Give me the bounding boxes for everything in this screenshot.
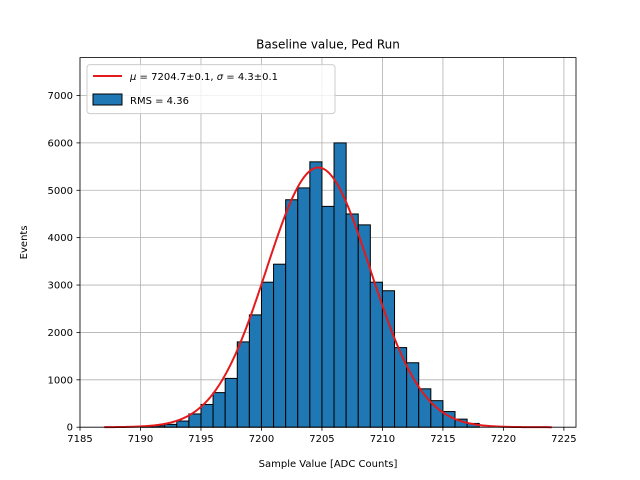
histogram-bar	[333, 142, 347, 428]
histogram-bar	[357, 224, 371, 428]
histogram-bar	[345, 213, 359, 428]
chart-title: Baseline value, Ped Run	[256, 38, 400, 52]
legend-hist-label: RMS = 4.36	[130, 96, 189, 107]
x-tick-label: 7195	[188, 434, 213, 445]
histogram-bar	[394, 347, 408, 428]
y-tick-label: 7000	[48, 91, 73, 102]
y-axis-label: Events	[19, 225, 30, 259]
x-tick-label: 7185	[67, 434, 92, 445]
histogram-bar	[224, 377, 238, 428]
legend-sigma-value: 4.3±0.1	[238, 72, 278, 83]
legend-hist-swatch	[92, 93, 123, 106]
x-tick-label: 7215	[430, 434, 455, 445]
histogram-bar	[164, 423, 178, 428]
histogram-bar	[236, 341, 250, 428]
y-tick-label: 6000	[48, 138, 73, 149]
histogram-bar	[321, 205, 335, 428]
histogram-bar	[212, 392, 226, 428]
histogram-bar	[188, 413, 202, 428]
y-tick-label: 5000	[48, 186, 73, 197]
histogram-bar	[260, 281, 275, 428]
x-axis-label: Sample Value [ADC Counts]	[259, 459, 398, 470]
histogram-bar	[297, 187, 311, 428]
histogram-bar	[285, 199, 299, 428]
x-tick-label: 7205	[309, 434, 334, 445]
legend: μ = 7204.7±0.1, σ = 4.3±0.1 RMS = 4.36	[86, 64, 336, 115]
x-tick-label: 7225	[551, 434, 576, 445]
y-tick-label: 3000	[48, 281, 73, 292]
plot-frame	[79, 57, 577, 428]
y-tick-label: 2000	[48, 328, 73, 339]
legend-fit-label: μ = 7204.7±0.1, σ = 4.3±0.1	[129, 72, 278, 83]
x-tick-label: 7210	[370, 434, 395, 445]
histogram-bar	[200, 403, 214, 428]
x-tick-label: 7220	[491, 434, 516, 445]
y-tick-label: 1000	[48, 375, 73, 386]
histogram-bar	[248, 314, 262, 428]
y-tick-label: 4000	[48, 233, 73, 244]
histogram-bar	[406, 362, 420, 428]
histogram-bar	[176, 420, 190, 428]
histogram-bar	[369, 281, 383, 428]
histogram-bar	[309, 161, 323, 428]
y-tick-label: 0	[67, 423, 73, 434]
axes: 7185 7190 7195 7200 7205 7210 7215 7220 7225 0 100…	[48, 91, 577, 445]
x-tick-label: 7190	[128, 434, 153, 445]
histogram-bar	[273, 263, 287, 428]
legend-box	[86, 64, 336, 115]
gaussian-fit-curve	[104, 166, 552, 429]
legend-mu-value: 7204.7±0.1	[151, 72, 210, 83]
x-tick-label: 7200	[249, 434, 274, 445]
